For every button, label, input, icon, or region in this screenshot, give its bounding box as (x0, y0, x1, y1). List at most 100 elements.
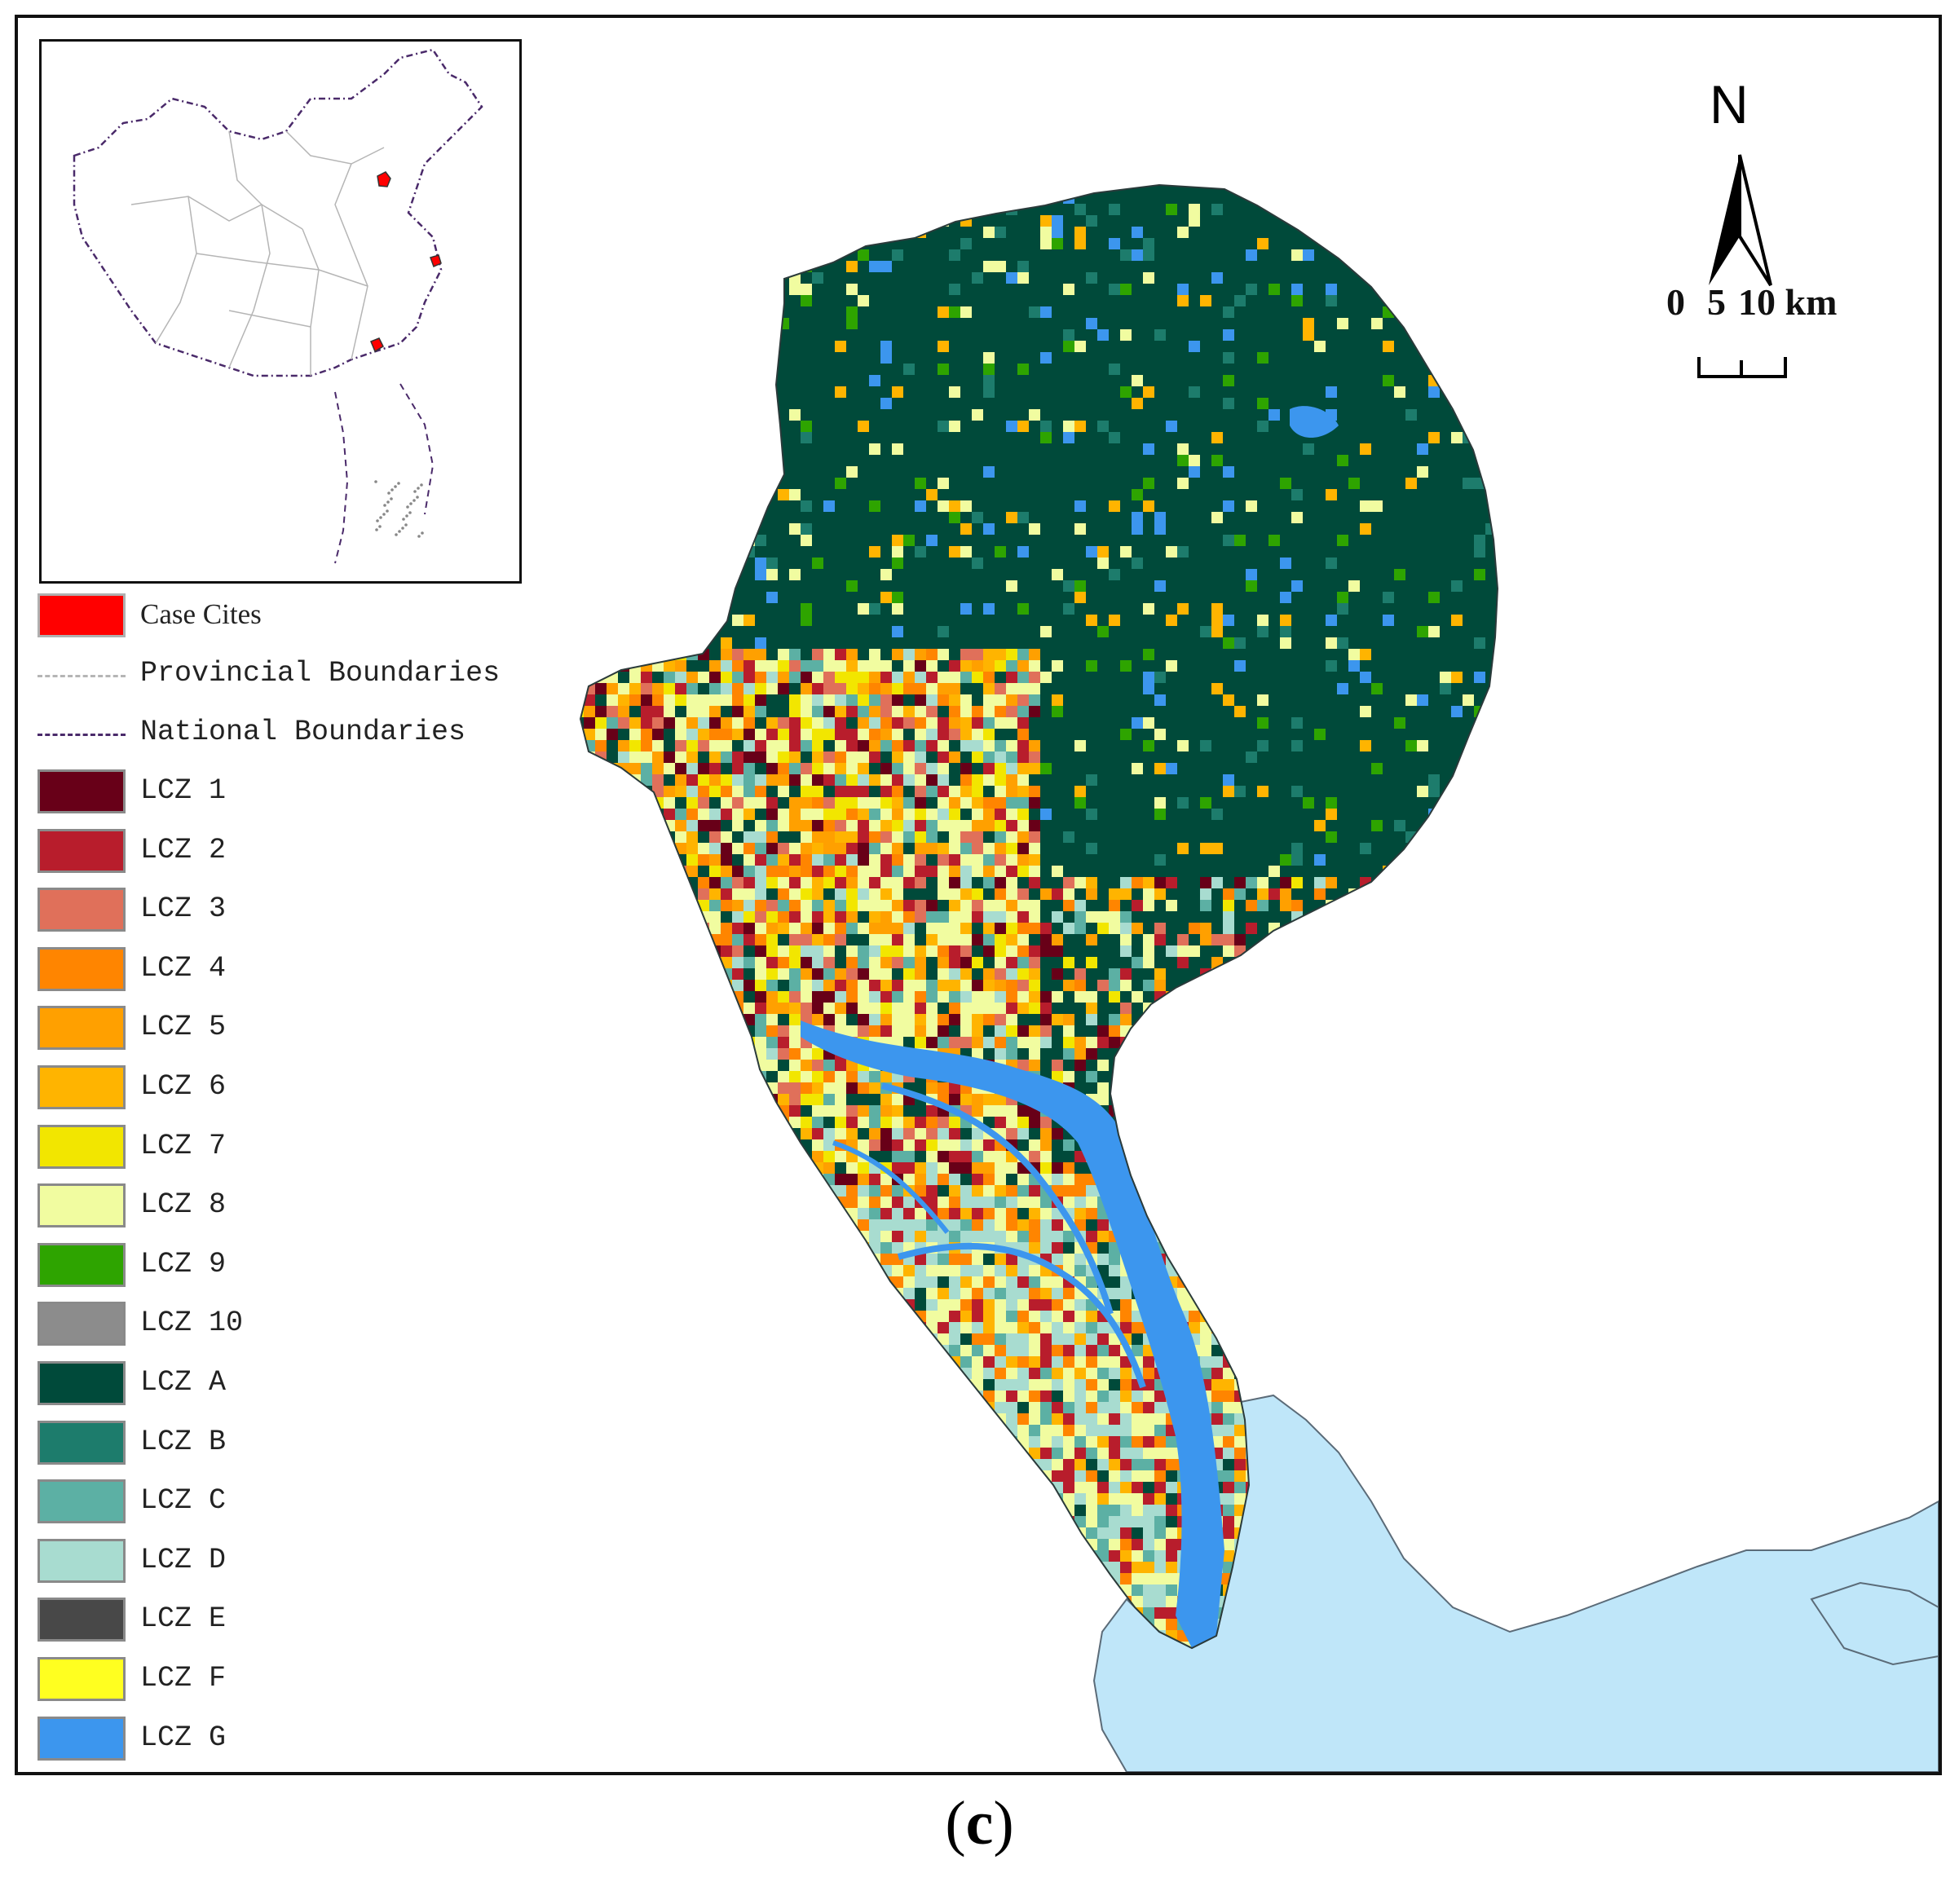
lcz-pixel (835, 1117, 846, 1128)
lcz-pixel (584, 1379, 595, 1391)
lcz-pixel (1280, 1128, 1291, 1139)
lcz-pixel (755, 272, 766, 284)
lcz-pixel (1348, 1448, 1360, 1459)
lcz-pixel (1291, 1071, 1303, 1082)
lcz-pixel (766, 740, 778, 751)
lcz-pixel (926, 535, 938, 546)
lcz-pixel (1120, 1288, 1132, 1299)
lcz-pixel (903, 1025, 915, 1037)
lcz-pixel (1394, 1391, 1405, 1402)
lcz-pixel (1371, 1265, 1383, 1276)
lcz-pixel (1097, 1060, 1109, 1071)
lcz-pixel (584, 991, 595, 1003)
lcz-pixel (1497, 1265, 1498, 1276)
lcz-pixel (1074, 592, 1086, 603)
lcz-pixel (1280, 1219, 1291, 1231)
lcz-pixel (721, 843, 732, 854)
lcz-pixel (972, 888, 983, 900)
lcz-pixel (1200, 1071, 1211, 1082)
lcz-pixel (675, 1219, 686, 1231)
lcz-pixel (1474, 1071, 1485, 1082)
lcz-pixel (1440, 1231, 1451, 1242)
lcz-pixel (892, 991, 903, 1003)
lcz-pixel (1177, 797, 1189, 809)
lcz-pixel (675, 1197, 686, 1208)
lcz-pixel (892, 558, 903, 569)
lcz-pixel (983, 980, 995, 991)
lcz-pixel (1326, 1117, 1337, 1128)
lcz-pixel (1143, 683, 1154, 694)
lcz-pixel (1314, 1185, 1326, 1197)
lcz-pixel (1223, 1379, 1234, 1391)
lcz-pixel (595, 1276, 607, 1288)
lcz-pixel (1451, 1288, 1463, 1299)
lcz-pixel (584, 238, 595, 249)
lcz-pixel (686, 398, 698, 409)
lcz-pixel (1508, 443, 1520, 455)
lcz-pixel (1417, 1413, 1428, 1425)
lcz-pixel (938, 1117, 949, 1128)
lcz-pixel (1371, 500, 1383, 512)
lcz-pixel (1109, 923, 1120, 934)
lcz-pixel (1280, 1322, 1291, 1333)
lcz-pixel (1132, 523, 1143, 535)
lcz-pixel (686, 1413, 698, 1425)
lcz-pixel (1314, 957, 1326, 968)
lcz-pixel (880, 1470, 892, 1482)
lcz-pixel (846, 945, 858, 957)
lcz-pixel (1029, 797, 1040, 809)
lcz-pixel (652, 1037, 664, 1048)
lcz-pixel (1497, 375, 1498, 386)
lcz-pixel (869, 261, 880, 272)
lcz-pixel (949, 1174, 960, 1185)
lcz-pixel (1451, 185, 1463, 192)
lcz-pixel (1371, 1311, 1383, 1322)
lcz-pixel (949, 797, 960, 809)
lcz-pixel (1508, 1151, 1520, 1162)
lcz-pixel (869, 1185, 880, 1197)
lcz-pixel (698, 980, 709, 991)
lcz-pixel (1223, 980, 1234, 991)
lcz-pixel (926, 945, 938, 957)
lcz-pixel (983, 854, 995, 866)
lcz-pixel (1268, 1311, 1280, 1322)
lcz-pixel (1291, 1299, 1303, 1311)
lcz-pixel (1189, 1174, 1200, 1185)
lcz-pixel (983, 809, 995, 820)
lcz-pixel (1405, 1311, 1417, 1322)
lcz-pixel (995, 923, 1006, 934)
lcz-pixel (823, 1288, 835, 1299)
lcz-pixel (1246, 1345, 1257, 1356)
lcz-pixel (778, 1162, 789, 1174)
lcz-pixel (743, 1345, 755, 1356)
lcz-pixel (629, 957, 641, 968)
lcz-pixel (743, 900, 755, 911)
lcz-pixel (675, 1082, 686, 1094)
lcz-pixel (880, 1014, 892, 1025)
lcz-pixel (1405, 1219, 1417, 1231)
lcz-pixel (1303, 1003, 1314, 1014)
lcz-pixel (755, 1425, 766, 1436)
lcz-pixel (1074, 341, 1086, 352)
lcz-pixel (1463, 1368, 1474, 1379)
lcz-pixel (1508, 1402, 1520, 1413)
lcz-pixel (1405, 1231, 1417, 1242)
lcz-pixel (664, 227, 675, 238)
lcz-pixel (1029, 1413, 1040, 1425)
lcz-pixel (1097, 1025, 1109, 1037)
lcz-pixel (580, 888, 584, 900)
lcz-pixel (732, 1060, 743, 1071)
lcz-pixel (686, 1333, 698, 1345)
lcz-pixel (1451, 991, 1463, 1003)
lcz-pixel (1326, 1231, 1337, 1242)
lcz-pixel (698, 295, 709, 306)
lcz-pixel (1040, 227, 1052, 238)
lcz-pixel (892, 1470, 903, 1482)
lcz-pixel (903, 1322, 915, 1333)
lcz-pixel (1257, 421, 1268, 432)
lcz-pixel (801, 1322, 812, 1333)
lcz-pixel (580, 1197, 584, 1208)
lcz-pixel (755, 1368, 766, 1379)
lcz-pixel (595, 1231, 607, 1242)
lcz-pixel (1257, 1197, 1268, 1208)
